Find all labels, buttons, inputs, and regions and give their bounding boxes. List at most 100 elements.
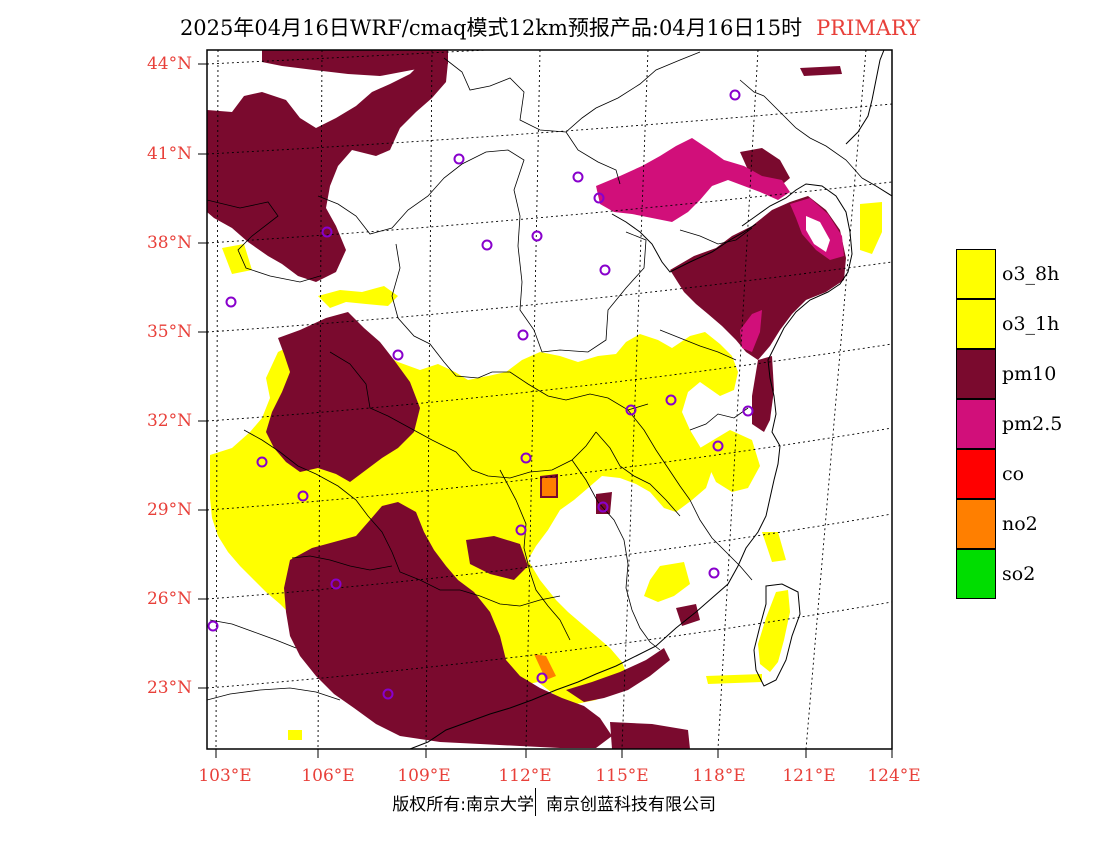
legend-swatch (956, 299, 996, 349)
legend-item-pm10: pm10 (956, 349, 1096, 399)
city-markers (207, 89, 754, 700)
legend-item-o3-1h: o3_1h (956, 299, 1096, 349)
legend-swatch (956, 249, 996, 299)
city-marker-icon (256, 456, 268, 468)
legend-item-so2: so2 (956, 549, 1096, 599)
city-marker-icon (599, 264, 611, 276)
city-marker-icon (520, 452, 532, 464)
city-marker-icon (593, 192, 605, 204)
o3-region-east-coast (644, 562, 690, 602)
page-title: 2025年04月16日WRF/cmaq模式12km预报产品:04月16日15时 P… (0, 12, 1100, 42)
lon-label: 115°E (595, 766, 649, 786)
pm10-region-northwest (207, 58, 448, 282)
pm10-region-guangdong-coast (566, 648, 670, 702)
city-marker-icon (515, 524, 527, 536)
city-marker-icon (572, 171, 584, 183)
city-marker-icon (536, 672, 548, 684)
legend-item-pm25: pm2.5 (956, 399, 1096, 449)
pm10-region-south-coast (610, 722, 690, 749)
pm10-region-north-strip (262, 50, 448, 76)
pm10-region-northeast (740, 148, 790, 188)
city-marker-icon (665, 394, 677, 406)
lat-label: 32°N (146, 411, 192, 431)
map-frame (206, 49, 893, 750)
copyright-company: 南京创蓝科技有限公司 (546, 795, 716, 815)
legend-swatch (956, 499, 996, 549)
legend-label: pm2.5 (1002, 413, 1063, 435)
pm10-region-shandong (670, 196, 846, 360)
pm10-region-far-northeast (800, 66, 842, 76)
lon-label: 121°E (782, 766, 836, 786)
o3-region-yellow-sea-islands (860, 202, 882, 254)
o3-region-south-small (288, 730, 302, 740)
pm10-region-sichuan (266, 312, 420, 482)
o3-region-west-patch (222, 244, 252, 274)
legend-label: o3_1h (1002, 313, 1060, 335)
city-marker-icon (625, 404, 637, 416)
lat-label: 23°N (146, 678, 192, 698)
city-marker-icon (531, 230, 543, 242)
title-text: 2025年04月16日WRF/cmaq模式12km预报产品:04月16日15时 (179, 16, 803, 40)
title-primary-tag: PRIMARY (816, 16, 921, 40)
lat-label: 35°N (146, 322, 192, 342)
coastline (409, 50, 892, 749)
axis-ticks (198, 63, 893, 758)
legend-item-no2: no2 (956, 499, 1096, 549)
legend-item-co: co (956, 449, 1096, 499)
lat-label: 44°N (146, 54, 192, 74)
legend: o3_8h o3_1h pm10 pm2.5 co no2 so2 (956, 249, 1096, 599)
graticule (207, 50, 892, 749)
copyright-divider (535, 788, 536, 816)
o3-region-fujian-coast (762, 532, 786, 562)
copyright-owner: 版权所有:南京大学 (392, 795, 534, 815)
lon-label: 112°E (498, 766, 552, 786)
lat-label: 29°N (146, 500, 192, 520)
o3-region-taiwan-strait (706, 674, 762, 684)
pm25-region-beijing-tianjin (596, 138, 790, 222)
city-marker-icon (453, 153, 465, 165)
city-marker-icon (297, 490, 309, 502)
legend-swatch (956, 549, 996, 599)
o3-region-north-patch (318, 286, 398, 308)
lon-label: 118°E (692, 766, 746, 786)
city-marker-icon (382, 688, 394, 700)
map-content (207, 50, 892, 749)
legend-label: pm10 (1002, 363, 1057, 385)
pm10-region-jiangsu-coast (752, 356, 774, 432)
legend-label: o3_8h (1002, 263, 1060, 285)
legend-swatch (956, 449, 996, 499)
no2-spot-guangzhou (534, 654, 556, 680)
legend-swatch (956, 399, 996, 449)
legend-label: co (1002, 463, 1025, 485)
city-marker-icon (321, 226, 333, 238)
city-marker-icon (330, 578, 342, 590)
city-marker-icon (481, 239, 493, 251)
lat-label: 26°N (146, 589, 192, 609)
no2-region-group (534, 478, 556, 680)
pm10-region-group (207, 50, 846, 749)
city-marker-icon (517, 329, 529, 341)
pm25-region-shandong-strip (740, 310, 762, 352)
lon-label: 103°E (198, 766, 252, 786)
city-marker-icon (729, 89, 741, 101)
city-marker-icon (712, 440, 724, 452)
lat-label: 41°N (146, 144, 192, 164)
lon-label: 109°E (397, 766, 451, 786)
pm10-region-guangxi-patch (466, 536, 528, 580)
pm10-region-southwest (284, 502, 612, 748)
city-marker-icon (742, 405, 754, 417)
city-marker-icon (597, 501, 609, 513)
province-boundaries (207, 51, 863, 701)
city-marker-icon (225, 296, 237, 308)
city-marker-icon (392, 349, 404, 361)
o3-region-taiwan (758, 590, 790, 672)
lat-label: 38°N (146, 233, 192, 253)
city-marker-icon (207, 620, 219, 632)
lon-label: 124°E (867, 766, 921, 786)
pm10-region-fujian-spot (676, 604, 700, 626)
no2-spot-wuhan (542, 478, 556, 496)
legend-swatch (956, 349, 996, 399)
legend-label: no2 (1002, 513, 1038, 535)
legend-label: so2 (1002, 563, 1036, 585)
